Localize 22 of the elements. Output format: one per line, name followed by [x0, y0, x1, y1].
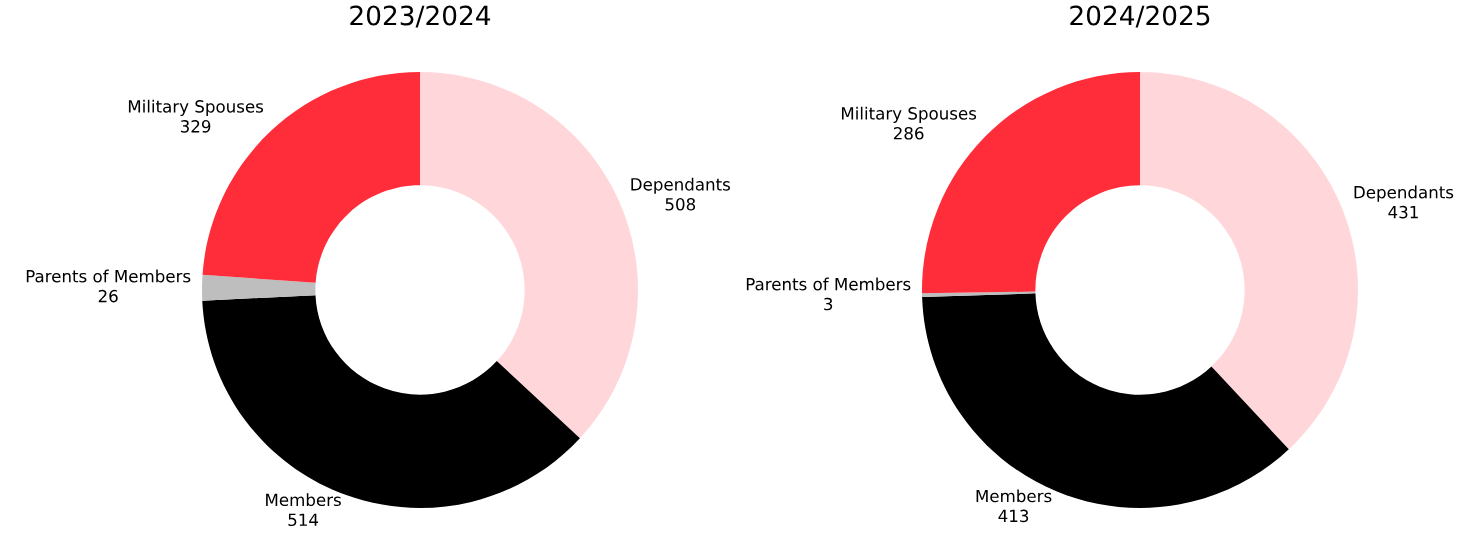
data-label: 329	[180, 120, 211, 133]
slice-label: Military Spouses	[841, 106, 977, 123]
slice-label: Members	[976, 489, 1052, 503]
slice-label: Military Spouses	[128, 99, 264, 116]
slice-label: Parents of Members	[26, 269, 191, 283]
data-label: 508	[665, 197, 696, 211]
slice-label: Members	[266, 493, 341, 507]
data-label: 431	[1388, 205, 1418, 219]
donut-slice	[202, 295, 580, 508]
slice-label: Dependants	[1354, 185, 1454, 202]
slice-label: Parents of Members	[746, 277, 911, 291]
data-label: 514	[288, 513, 319, 527]
chart-title: 2024/2025	[1070, 5, 1210, 28]
data-label: 413	[998, 509, 1029, 523]
donut-slice	[922, 291, 1036, 297]
donut-slice	[202, 274, 316, 301]
slice-label: Dependants	[631, 177, 731, 194]
donut-slice	[922, 293, 1289, 508]
chart-title: 2023/2024	[350, 5, 491, 28]
data-label: 3	[824, 297, 833, 311]
data-label: 286	[893, 126, 924, 140]
data-label: 26	[98, 289, 118, 303]
